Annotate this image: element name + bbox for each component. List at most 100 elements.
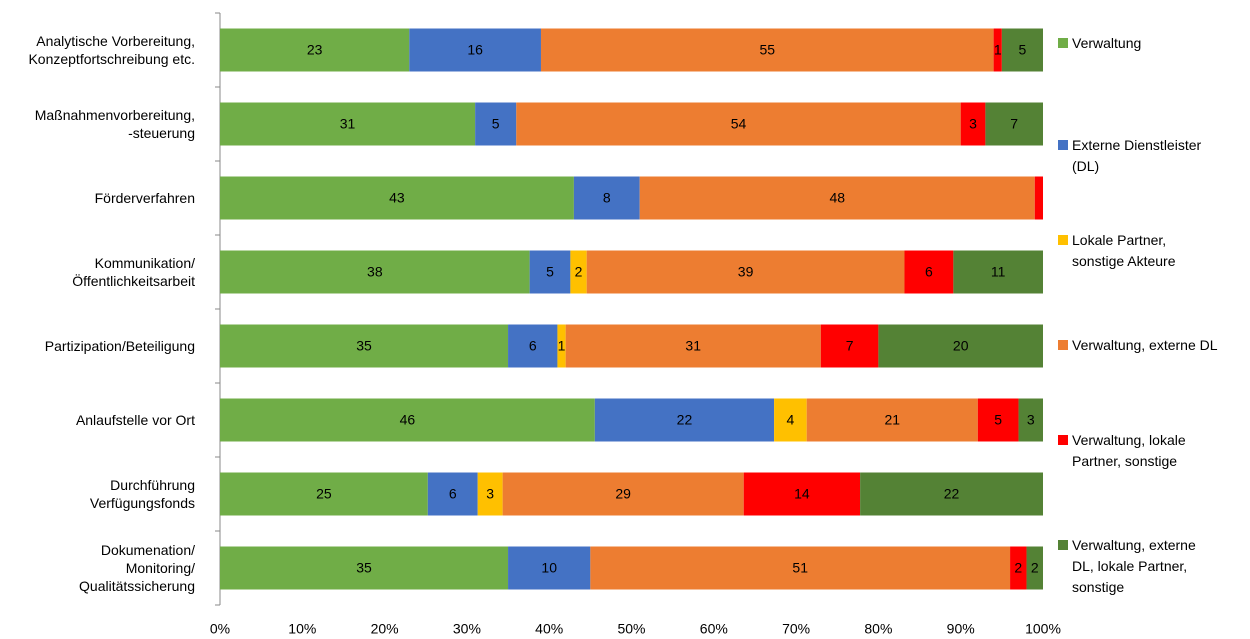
bar-segment [878, 324, 1043, 368]
legend-swatch [1058, 435, 1068, 445]
data-label: 6 [529, 338, 537, 354]
category-label: Analytische Vorbereitung, Konzeptfortsch… [28, 33, 195, 67]
x-tick-label: 70% [782, 621, 810, 637]
bar-segment [594, 398, 775, 442]
bar-segment [427, 472, 478, 516]
bar-segment [586, 250, 905, 294]
category-label: Maßnahmenvorbereitung, -steuerung [34, 107, 195, 141]
legend-label: Verwaltung, externe DL [1072, 337, 1218, 353]
data-label: 39 [738, 264, 754, 280]
data-label: 8 [603, 190, 611, 206]
x-tick-label: 30% [453, 621, 481, 637]
bar-segment [220, 176, 574, 220]
category-label: Durchführung Verfügungsfonds [89, 477, 195, 511]
bar-segment [475, 102, 517, 146]
bar-segment [639, 176, 1035, 220]
bar-segment [540, 28, 994, 72]
data-label: 20 [953, 338, 969, 354]
bar-segment [774, 398, 807, 442]
bar-segment [565, 324, 821, 368]
data-label: 11 [991, 264, 1006, 280]
bar-segment [1034, 176, 1043, 220]
legend-label: Verwaltung [1072, 35, 1142, 51]
data-label: 2 [575, 264, 583, 280]
legend-swatch [1058, 235, 1068, 245]
bar-segment [953, 250, 1043, 294]
data-label: 7 [1010, 116, 1018, 132]
legend-item: Verwaltung, externe DL, lokale Partner, … [1058, 535, 1196, 598]
data-label: 48 [829, 190, 845, 206]
legend-swatch [1058, 140, 1068, 150]
category-label: Anlaufstelle vor Ort [75, 412, 195, 428]
data-label: 25 [316, 486, 332, 502]
bar-segment [220, 546, 509, 590]
data-label: 3 [969, 116, 977, 132]
bar-segment [220, 398, 595, 442]
bar-segment [516, 102, 961, 146]
bar-segment [904, 250, 954, 294]
x-tick-label: 100% [1025, 621, 1061, 637]
data-label: 35 [356, 560, 372, 576]
bar-segment [220, 324, 509, 368]
bar-segment [590, 546, 1011, 590]
data-label: 31 [685, 338, 701, 354]
bar-segment [502, 472, 744, 516]
data-label: 5 [994, 412, 1002, 428]
category-label: Kommunikation/ Öffentlichkeitsarbeit [72, 255, 195, 289]
bar-segment [573, 176, 640, 220]
bar-segment [743, 472, 861, 516]
bar-segment [220, 28, 410, 72]
category-label: Förderverfahren [94, 190, 195, 206]
bar-segment [820, 324, 879, 368]
x-tick-label: 20% [371, 621, 399, 637]
data-label: 5 [492, 116, 500, 132]
x-tick-label: 40% [535, 621, 563, 637]
data-label: 6 [449, 486, 457, 502]
data-label: 7 [846, 338, 854, 354]
x-tick-label: 60% [700, 621, 728, 637]
data-label: 31 [340, 116, 356, 132]
bar-segment [477, 472, 503, 516]
bar-segment [977, 398, 1019, 442]
data-label: 21 [884, 412, 900, 428]
bar-segment [529, 250, 571, 294]
category-label: Partizipation/Beteiligung [44, 338, 195, 354]
data-label: 1 [558, 338, 566, 354]
data-label: 55 [760, 42, 776, 58]
bar-segment [508, 324, 558, 368]
data-label: 43 [389, 190, 405, 206]
x-tick-label: 80% [864, 621, 892, 637]
bar-segment [960, 102, 986, 146]
category-label: Dokumenation/ Monitoring/ Qualitätssiche… [79, 542, 195, 594]
data-label: 29 [615, 486, 631, 502]
bar-segment [220, 102, 476, 146]
legend-label: Verwaltung, lokale Partner, sonstige [1072, 432, 1186, 469]
data-label: 22 [944, 486, 960, 502]
x-tick-label: 0% [210, 621, 230, 637]
legend-swatch [1058, 540, 1068, 550]
legend-label: Externe Dienstleister (DL) [1072, 137, 1202, 174]
legend-swatch [1058, 340, 1068, 350]
bar-segment [985, 102, 1043, 146]
data-label: 54 [731, 116, 747, 132]
data-label: 51 [792, 560, 808, 576]
data-label: 23 [307, 42, 323, 58]
bar-segment [1001, 28, 1043, 72]
data-label: 22 [677, 412, 693, 428]
data-label: 1 [994, 42, 1002, 58]
data-label: 16 [467, 42, 483, 58]
data-label: 10 [541, 560, 557, 576]
bar-segment [860, 472, 1043, 516]
bar-segment [993, 28, 1002, 72]
legend-item: Verwaltung, lokale Partner, sonstige [1058, 430, 1186, 472]
data-label: 5 [1019, 42, 1027, 58]
bar-segment [1010, 546, 1027, 590]
x-tick-label: 50% [617, 621, 645, 637]
bar-segment [409, 28, 541, 72]
legend-item: Verwaltung [1058, 33, 1141, 54]
data-label: 46 [400, 412, 416, 428]
legend-item: Verwaltung, externe DL [1058, 335, 1218, 356]
data-label: 2 [1014, 560, 1022, 576]
